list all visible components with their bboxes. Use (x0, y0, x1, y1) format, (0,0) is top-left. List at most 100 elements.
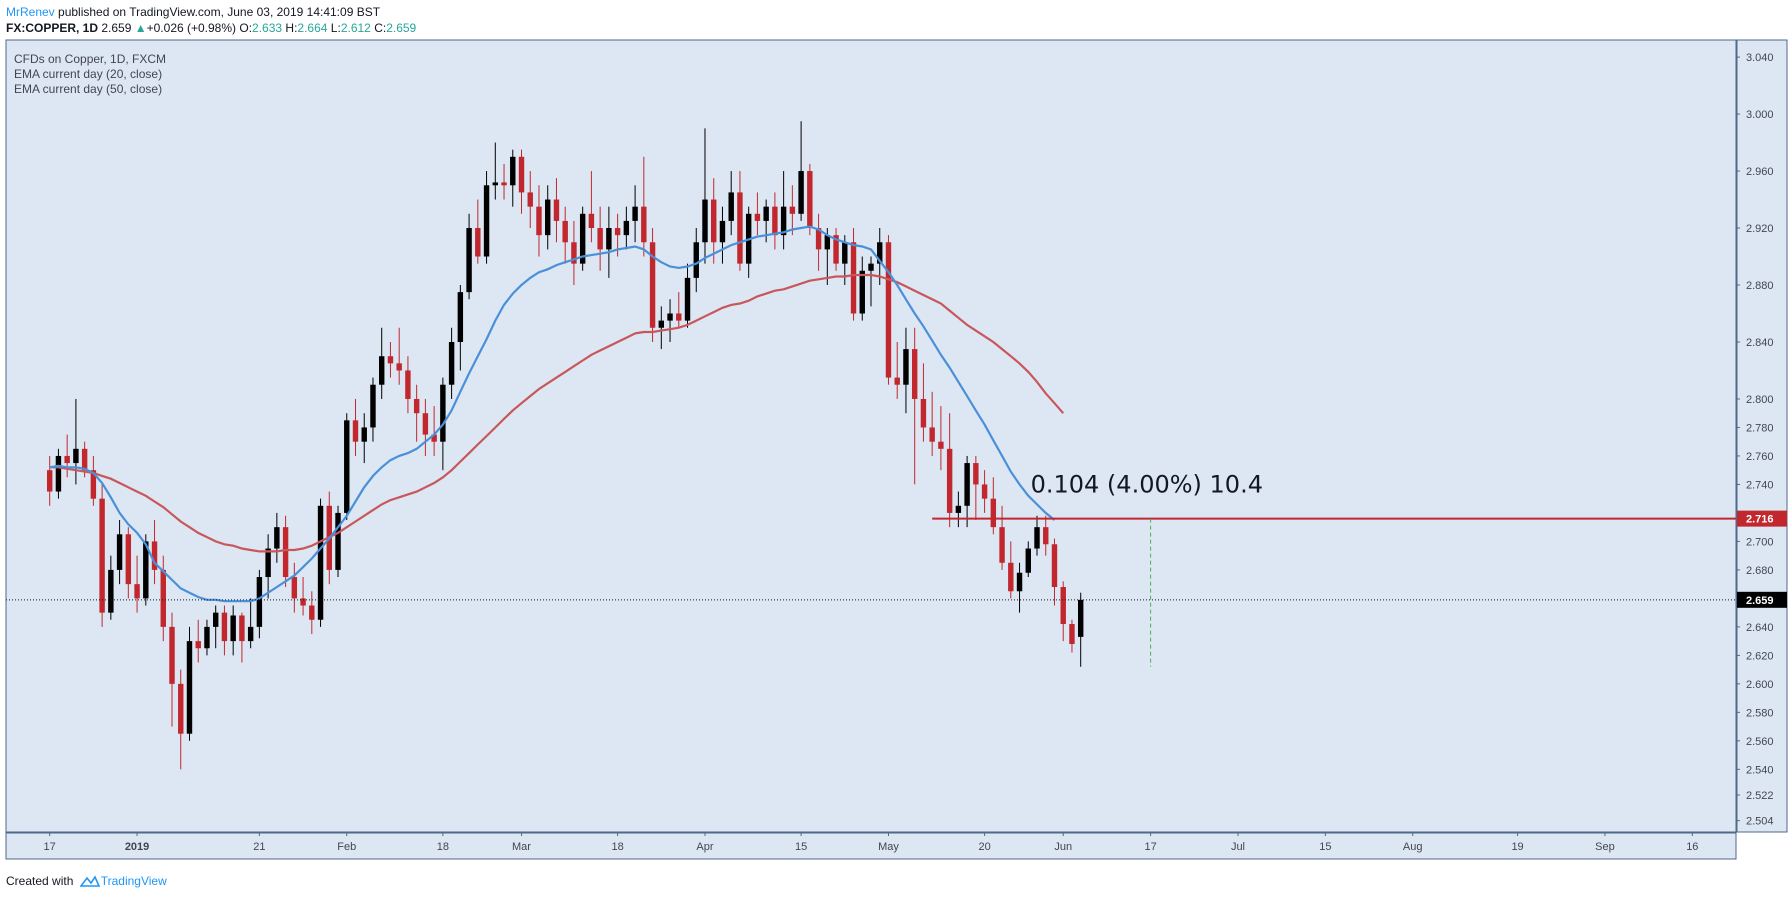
y-tick-label: 2.620 (1746, 650, 1774, 662)
candle-body (571, 242, 577, 264)
y-tick-label: 2.560 (1746, 736, 1774, 748)
candle (911, 327, 918, 485)
candle (929, 391, 935, 456)
candle (1008, 541, 1014, 599)
candle-body (81, 448, 88, 471)
candle-body (1077, 599, 1084, 637)
candle-body (981, 484, 988, 499)
y-tick-label: 3.040 (1746, 52, 1774, 64)
candle (422, 398, 429, 456)
legend-ema50: EMA current day (50, close) (14, 82, 163, 96)
candle-body (55, 455, 62, 492)
candle-body (151, 541, 158, 570)
y-tick-label: 2.600 (1746, 679, 1774, 691)
candle (641, 156, 647, 257)
candle (317, 498, 324, 627)
x-tick-label: Mar (512, 841, 531, 853)
candle-body (457, 292, 464, 342)
candle (903, 327, 909, 414)
price-axis-labels: 3.040 3.000 2.960 2.920 2.880 2.840 2.800 2.780… (1736, 52, 1787, 828)
candle-body (798, 171, 804, 214)
candle (151, 520, 158, 585)
candle (125, 527, 132, 599)
candle (518, 149, 525, 214)
x-tick-label: 15 (1319, 841, 1331, 853)
candle (230, 605, 236, 656)
candle (186, 626, 193, 741)
x-tick-label: 18 (437, 841, 449, 853)
candle-body (1008, 562, 1014, 592)
price-axis[interactable] (1736, 39, 1788, 833)
candle (274, 512, 280, 563)
candle-body (370, 384, 376, 428)
candle-body (169, 626, 175, 684)
candle-body (920, 398, 927, 428)
publish-info: MrRenev published on TradingView.com, Ju… (6, 4, 380, 20)
candle (894, 341, 900, 399)
candle (370, 377, 376, 442)
y-tick-label: 2.800 (1746, 394, 1774, 406)
candle-body (807, 171, 813, 229)
x-tick-label: Feb (337, 841, 356, 853)
candle-body (842, 242, 848, 264)
tradingview-link[interactable]: TradingView (100, 874, 167, 888)
candle-body (1016, 572, 1023, 592)
candle-body (545, 199, 551, 236)
x-tick-label: 19 (1511, 841, 1523, 853)
candle-body (1051, 544, 1058, 587)
candle-body (955, 505, 962, 513)
candle (309, 591, 315, 634)
candle (413, 384, 420, 442)
candle-body (536, 206, 542, 236)
time-axis[interactable] (5, 832, 1737, 860)
candle (510, 149, 516, 207)
x-tick-label: 2019 (125, 841, 149, 853)
candle (108, 555, 114, 620)
candle (55, 448, 62, 499)
candle (178, 669, 184, 770)
high-value: 2.664 (297, 21, 328, 35)
candle-body (510, 156, 516, 186)
x-tick-label: 18 (611, 841, 623, 853)
candle-body (1034, 527, 1040, 549)
candle-body (1060, 586, 1066, 625)
candle-body (693, 242, 699, 278)
candle (221, 605, 228, 656)
candle-body (422, 413, 429, 435)
candle-body (649, 242, 656, 328)
candle-body (134, 584, 140, 599)
low-label: L: (330, 21, 341, 35)
candle (1016, 562, 1023, 613)
candle-body (247, 626, 254, 642)
hline-price-badge-bg (1737, 510, 1787, 527)
candle-body (859, 270, 865, 314)
author-link[interactable]: MrRenev (6, 5, 55, 19)
x-tick-label: May (878, 841, 899, 853)
candle (282, 515, 289, 587)
candle (448, 327, 455, 399)
candle-body (588, 213, 595, 229)
candle-body (850, 242, 857, 314)
candle-body (317, 505, 324, 620)
x-tick-label: 15 (795, 841, 807, 853)
candle (684, 263, 691, 328)
candle-body (597, 228, 603, 250)
candle-body (90, 470, 97, 499)
candle-body (212, 612, 219, 627)
time-axis-labels: 17 2019 21 Feb 18 Mar 18 Apr 15 May 20 Jun 17 Jul 15 Au… (44, 832, 1698, 853)
close-label: C: (374, 21, 387, 35)
candle-body (938, 441, 944, 449)
candle (204, 619, 210, 656)
y-tick-label: 3.000 (1746, 109, 1774, 121)
candle (754, 192, 761, 236)
y-tick-label: 2.580 (1746, 707, 1774, 719)
candle-body (361, 427, 367, 442)
candle-body (221, 612, 228, 642)
candle-body (903, 349, 909, 385)
candle (475, 199, 481, 264)
plot-area[interactable] (5, 39, 1737, 833)
candle (990, 477, 997, 535)
candle-body (719, 220, 726, 243)
candle-body (378, 356, 385, 385)
